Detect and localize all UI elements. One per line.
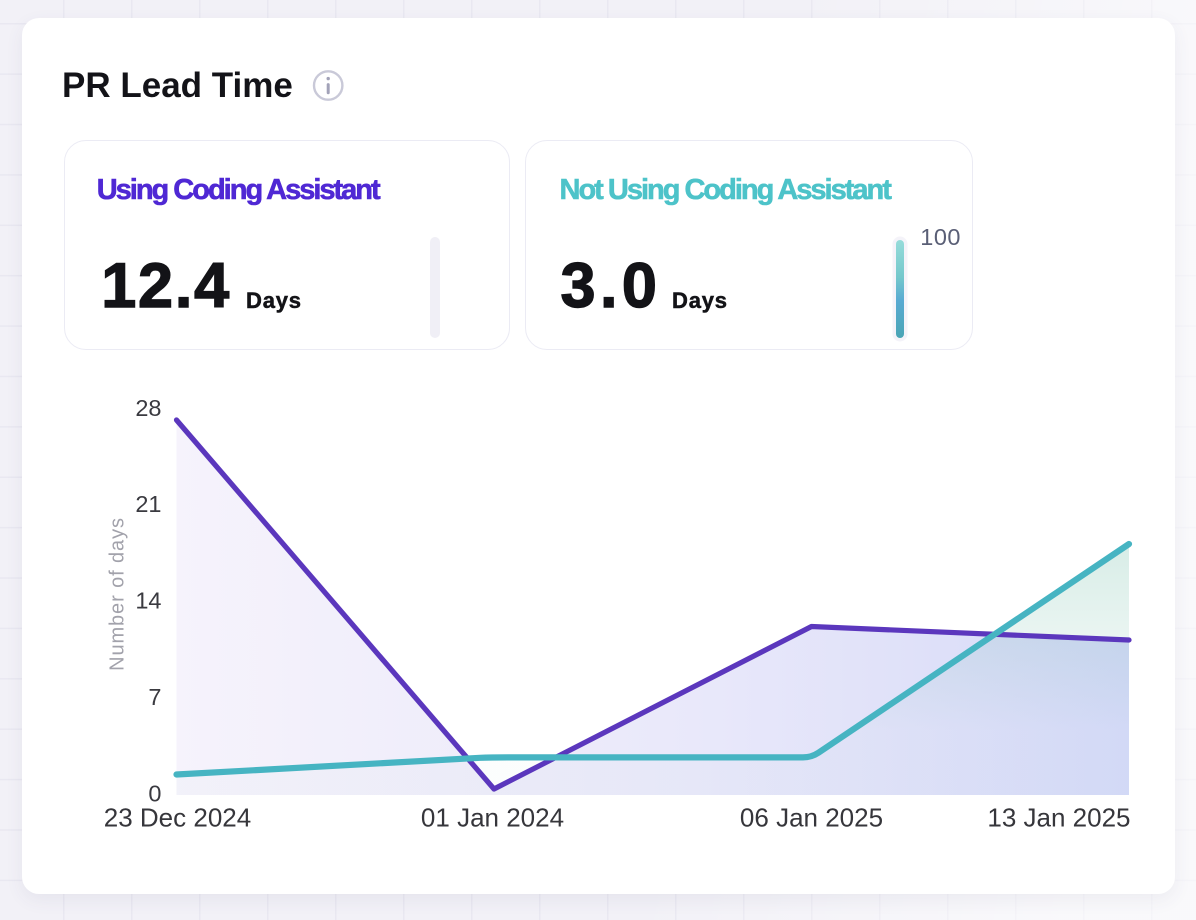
- svg-text:Number of days: Number of days: [107, 517, 129, 671]
- svg-text:7: 7: [148, 684, 161, 710]
- svg-text:06 Jan 2025: 06 Jan 2025: [740, 803, 883, 833]
- svg-text:23 Dec 2024: 23 Dec 2024: [104, 803, 251, 833]
- svg-text:28: 28: [135, 395, 161, 421]
- svg-text:21: 21: [135, 491, 161, 517]
- svg-text:13 Jan 2025: 13 Jan 2025: [987, 803, 1130, 833]
- svg-text:0: 0: [148, 780, 161, 806]
- svg-text:14: 14: [135, 588, 161, 614]
- svg-text:01 Jan 2024: 01 Jan 2024: [421, 803, 564, 833]
